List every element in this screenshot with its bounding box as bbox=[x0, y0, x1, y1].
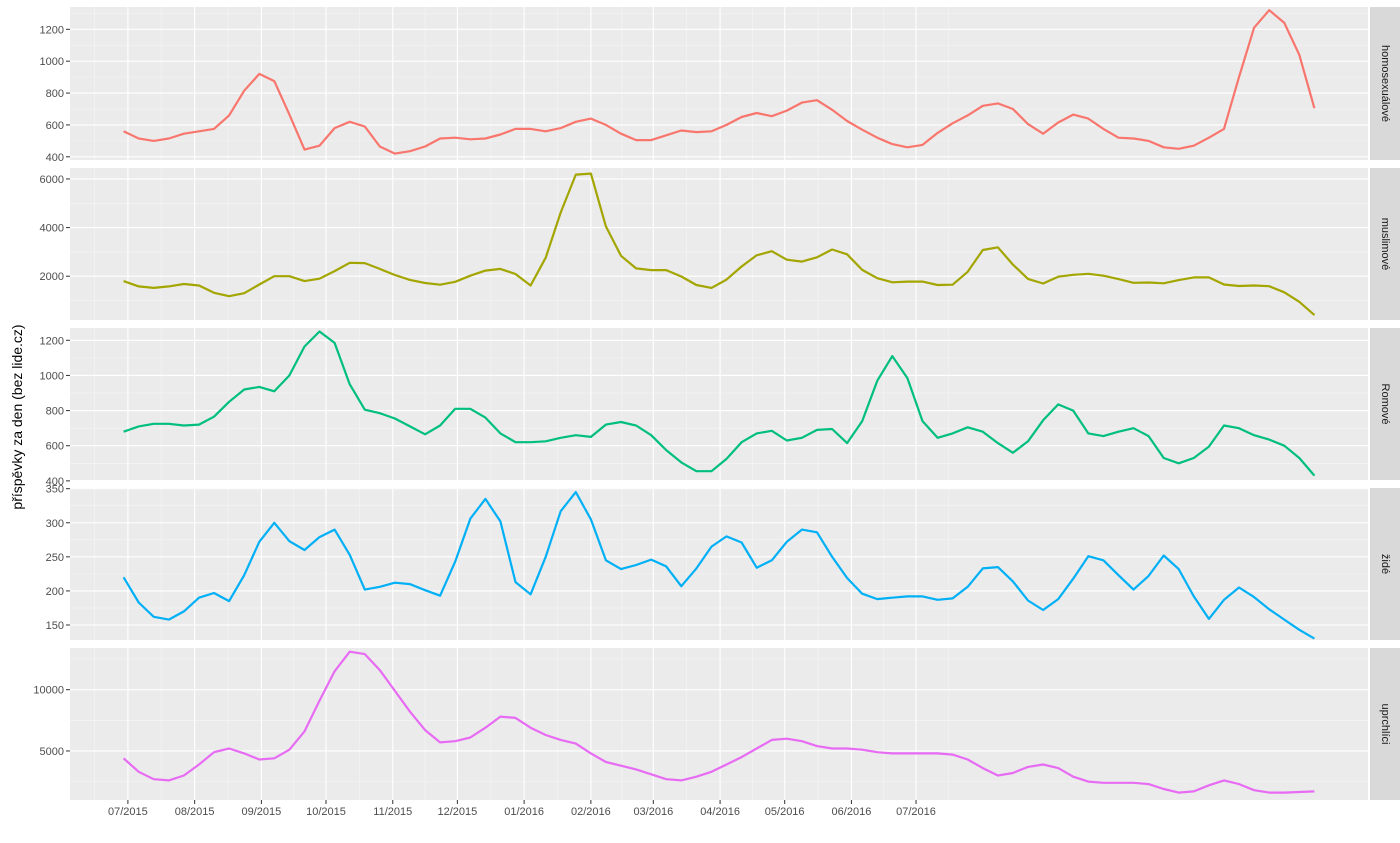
y-tick-label: 10000 bbox=[33, 685, 64, 697]
panel-background bbox=[70, 7, 1368, 160]
y-tick-label: 600 bbox=[46, 441, 64, 453]
facet-label: muslimové bbox=[1379, 218, 1391, 271]
y-tick-label: 200 bbox=[46, 586, 64, 598]
y-tick-label: 2000 bbox=[40, 271, 64, 283]
y-tick-label: 400 bbox=[46, 152, 64, 164]
facet-label: Romové bbox=[1379, 384, 1391, 425]
facet-strip bbox=[1370, 328, 1400, 480]
y-tick-label: 300 bbox=[46, 518, 64, 530]
x-tick-label: 10/2015 bbox=[306, 806, 346, 818]
x-axis: 07/2015 08/2015 09/2015 10/2015 11/2015 12/20… bbox=[108, 800, 936, 818]
x-tick-label: 12/2015 bbox=[437, 806, 477, 818]
facet-label: židé bbox=[1379, 554, 1391, 574]
x-tick-label: 01/2016 bbox=[504, 806, 544, 818]
series-line-1 bbox=[123, 172, 1316, 316]
x-tick-label: 03/2016 bbox=[633, 806, 673, 818]
y-tick-label: 1200 bbox=[40, 24, 64, 36]
y-tick-label: 6000 bbox=[40, 174, 64, 186]
x-tick-label: 06/2016 bbox=[832, 806, 872, 818]
y-tick-label: 1000 bbox=[40, 370, 64, 382]
panel-background bbox=[70, 328, 1368, 480]
y-tick-label: 400 bbox=[46, 476, 64, 488]
series-line-0 bbox=[123, 9, 1316, 155]
series-line-2 bbox=[123, 330, 1316, 477]
facet-strip bbox=[1370, 7, 1400, 160]
panels-layer: 400 600 800 1000 1200 homosexuálové 2000 4000 60… bbox=[33, 7, 1400, 800]
facet-strip bbox=[1370, 488, 1400, 640]
panel-background bbox=[70, 488, 1368, 640]
x-tick-label: 04/2016 bbox=[700, 806, 740, 818]
x-tick-label: 07/2015 bbox=[108, 806, 148, 818]
x-tick-label: 05/2016 bbox=[765, 806, 805, 818]
x-tick-label: 09/2015 bbox=[242, 806, 282, 818]
x-tick-label: 11/2015 bbox=[373, 806, 412, 818]
y-tick-label: 800 bbox=[46, 88, 64, 100]
y-tick-label: 5000 bbox=[40, 746, 64, 758]
facet-label: homosexuálové bbox=[1379, 45, 1391, 122]
y-tick-label: 4000 bbox=[40, 223, 64, 235]
panel-background bbox=[70, 168, 1368, 320]
x-tick-label: 08/2015 bbox=[175, 806, 215, 818]
y-axis-label: příspěvky za den (bez lide.cz) bbox=[9, 324, 25, 509]
panel-0: 400 600 800 1000 1200 homosexuálové bbox=[40, 7, 1400, 164]
panel-4: 5000 10000 uprchlíci bbox=[33, 648, 1400, 800]
panel-3: 150 200 250 300 350 židé bbox=[46, 484, 1400, 640]
panel-1: 2000 4000 6000 muslimové bbox=[40, 168, 1400, 320]
facet-strip bbox=[1370, 648, 1400, 800]
panel-background bbox=[70, 648, 1368, 800]
series-line-4 bbox=[122, 650, 1315, 794]
facet-label: uprchlíci bbox=[1379, 704, 1391, 745]
facet-strip bbox=[1370, 168, 1400, 320]
y-tick-label: 250 bbox=[46, 552, 64, 564]
x-tick-label: 02/2016 bbox=[571, 806, 611, 818]
y-tick-label: 800 bbox=[46, 406, 64, 418]
panel-2: 400 600 800 1000 1200 Romové bbox=[40, 328, 1400, 488]
y-tick-label: 1200 bbox=[40, 335, 64, 347]
y-tick-label: 350 bbox=[46, 484, 64, 496]
y-tick-label: 1000 bbox=[40, 56, 64, 68]
series-line-3 bbox=[122, 491, 1315, 640]
y-tick-label: 150 bbox=[46, 620, 64, 632]
y-tick-label: 600 bbox=[46, 120, 64, 132]
x-tick-label: 07/2016 bbox=[896, 806, 936, 818]
